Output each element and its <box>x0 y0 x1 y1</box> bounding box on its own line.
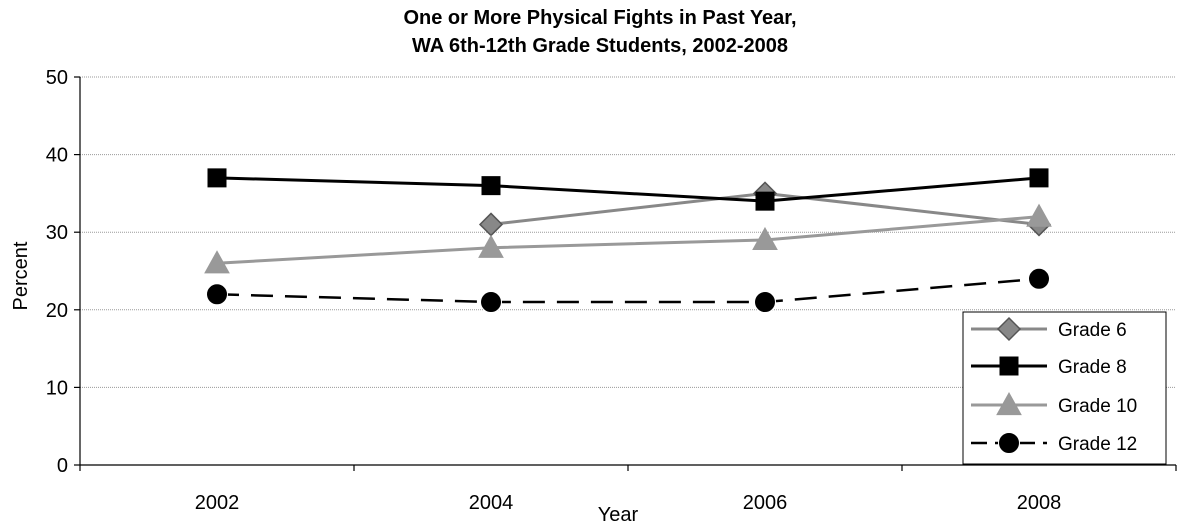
y-tick-label: 10 <box>46 377 68 399</box>
x-axis-label: Year <box>598 504 639 525</box>
legend-item-grade-12: Grade 12 <box>971 432 1137 455</box>
legend: Grade 6 Grade 8 Grade 10 Grade 12 <box>962 311 1167 465</box>
legend-marker <box>998 432 1020 454</box>
legend-label: Grade 6 <box>1058 320 1127 341</box>
data-point-grade-12 <box>754 291 776 314</box>
data-point-grade-12 <box>480 291 502 314</box>
y-tick-label: 0 <box>57 455 68 477</box>
data-point-grade-8 <box>481 176 501 196</box>
data-point-grade-10 <box>1026 203 1052 227</box>
data-point-grade-10 <box>752 226 778 251</box>
data-point-grade-10 <box>478 234 504 258</box>
y-axis-label: Percent <box>10 241 32 310</box>
data-point-grade-12 <box>1028 267 1050 290</box>
legend-marker <box>999 356 1019 376</box>
y-axis-ticks: 0 10 20 30 40 50 <box>46 67 68 477</box>
x-tick-label: 2006 <box>743 492 788 514</box>
x-tick-label: 2008 <box>1017 492 1062 514</box>
legend-marker <box>996 316 1022 342</box>
legend-box <box>962 311 1167 465</box>
series-grade-8 <box>207 168 1049 211</box>
series-line-grade-8 <box>216 176 1040 203</box>
legend-label: Grade 12 <box>1058 434 1137 455</box>
data-point-grade-10 <box>204 250 230 274</box>
axes <box>74 76 1177 471</box>
data-point-grade-12 <box>206 283 228 306</box>
y-tick-label: 20 <box>46 300 68 322</box>
legend-item-grade-10: Grade 10 <box>971 391 1137 417</box>
legend-label: Grade 8 <box>1058 357 1127 378</box>
y-tick-label: 40 <box>46 145 68 167</box>
legend-marker <box>996 391 1022 416</box>
series-grade-10 <box>204 203 1052 274</box>
series-line-grade-12 <box>216 277 1040 304</box>
legend-item-grade-8: Grade 8 <box>971 356 1127 378</box>
legend-item-grade-6: Grade 6 <box>971 316 1127 342</box>
x-axis-ticks: 2002 2004 2006 2008 <box>195 492 1062 514</box>
data-point-grade-8 <box>755 191 775 211</box>
series-grade-12 <box>206 267 1050 314</box>
y-tick-label: 50 <box>46 67 68 89</box>
series-line-grade-10 <box>216 215 1040 265</box>
gridlines <box>80 76 1176 388</box>
data-point-grade-8 <box>207 168 227 188</box>
y-tick-label: 30 <box>46 222 68 244</box>
chart-title-line-2: WA 6th-12th Grade Students, 2002-2008 <box>412 35 788 57</box>
x-tick-label: 2004 <box>469 492 514 514</box>
series-layer <box>204 168 1052 314</box>
legend-label: Grade 10 <box>1058 396 1137 417</box>
x-tick-label: 2002 <box>195 492 240 514</box>
data-point-grade-8 <box>1029 168 1049 188</box>
chart-title-line-1: One or More Physical Fights in Past Year… <box>403 7 796 29</box>
